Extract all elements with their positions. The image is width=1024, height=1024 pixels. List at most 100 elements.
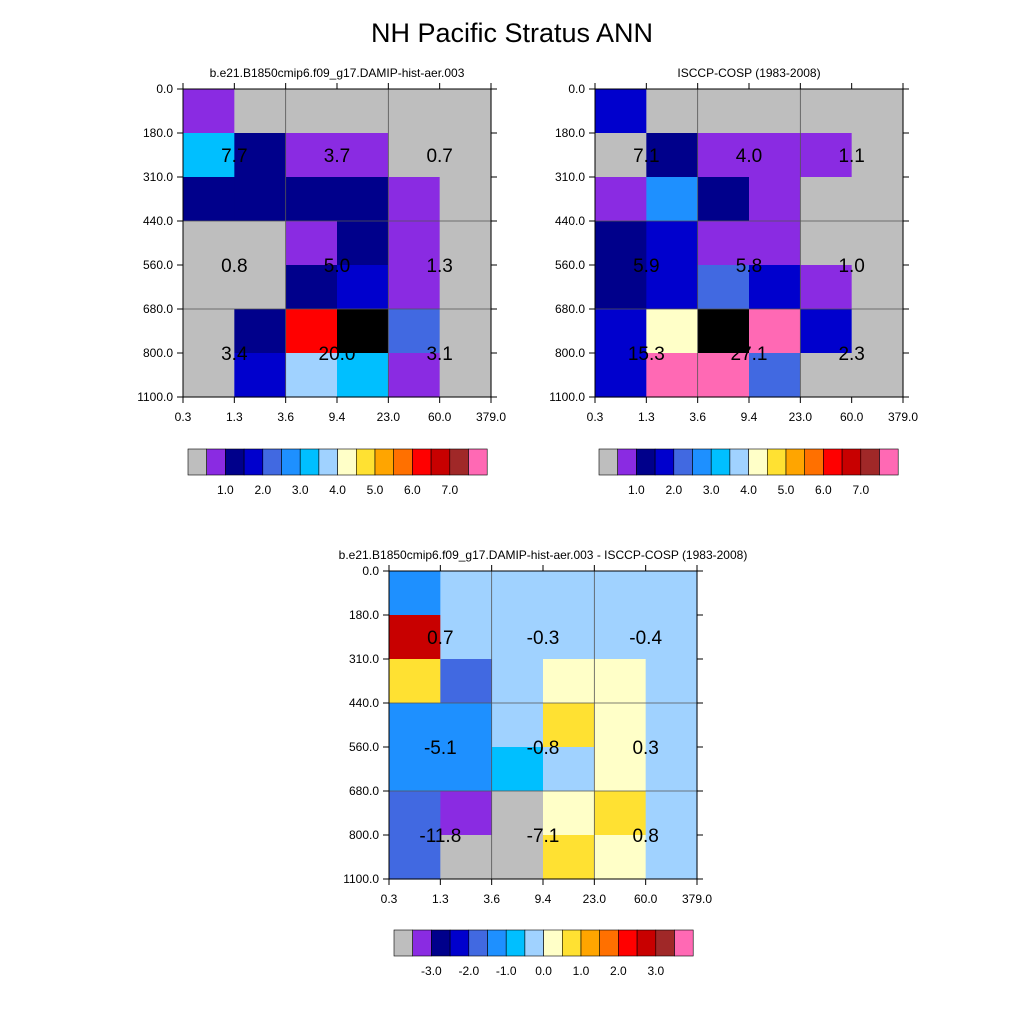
panel-2-cell [800,221,853,266]
panel-2-colorbar-label: 5.0 [778,483,795,497]
panel-1-cell [388,309,441,354]
panel-3-cell [645,703,698,748]
panel-1-cell [388,265,441,310]
panel-1-y-tick-label: 1100.0 [137,390,173,404]
panel-2-cell [646,133,699,178]
panel-2-cell [697,309,750,354]
panel-1-cell [234,177,287,222]
panel-3-cell [594,791,647,836]
panel-1-cell [337,133,389,178]
panel-3-cell-label: -0.3 [527,628,560,649]
panel-2-cell [800,309,853,354]
panel-2-cell [595,353,647,398]
panel-1-x-tick-label: 23.0 [377,410,401,424]
panel-3-cell [645,615,698,660]
panel-2-cell [749,221,801,266]
panel-1-colorbar-swatch [225,448,245,476]
panel-3-title: b.e21.B1850cmip6.f09_g17.DAMIP-hist-aer.… [339,548,748,562]
panel-2-x-tick-label: 1.3 [638,410,655,424]
panel-1-colorbar-swatch [187,448,208,476]
panel-1-colorbar-swatch [412,448,432,476]
panel-3-cell [491,659,544,704]
panel-3-y-tick-label: 560.0 [349,740,379,754]
panel-3-colorbar-swatch [505,929,526,957]
panel-2-colorbar-label: 2.0 [665,483,682,497]
panel-3-cell [389,571,441,616]
panel-1-cell [388,221,441,266]
panel-2-cell-label: 7.1 [633,146,659,167]
panel-3-y-tick-label: 310.0 [349,652,379,666]
panel-1-colorbar-swatch [262,448,282,476]
panel-3-cell [440,659,493,704]
panel-1-cell [337,221,389,266]
panel-2-colorbar-label: 7.0 [852,483,869,497]
panel-1-colorbar-label: 1.0 [217,483,234,497]
panel-1-cell [439,177,492,222]
panel-3-cell [594,615,647,660]
panel-1-cell [337,177,389,222]
panel-3-cell-label: 0.3 [632,738,658,759]
panel-1-cell [439,309,492,354]
panel-3-cell [389,747,441,792]
panel-1-y-tick-label: 560.0 [143,258,173,272]
panel-3-cell [389,615,441,660]
panel-1-cell [337,309,389,354]
panel-2-colorbar-swatch [823,448,843,476]
panel-1-cell [285,353,338,398]
panel-3-colorbar-swatch [431,929,451,957]
panel-3-colorbar-label: -3.0 [421,964,442,978]
panel-1-cell-label: 3.4 [221,344,248,365]
panel-1-cell [388,133,441,178]
panel-2-cell [800,177,853,222]
panel-3-cell [594,659,647,704]
panel-2-cell [749,353,801,398]
panel-1-cell [337,353,389,398]
panel-1-cell-label: 3.7 [324,146,350,167]
panel-3-y-tick-label: 1100.0 [343,872,379,886]
panel-2-cell-label: 15.3 [628,344,665,365]
panel-2-cell [646,177,699,222]
panel-2-colorbar-swatch [804,448,824,476]
panel-2-colorbar-label: 4.0 [740,483,757,497]
panel-2-colorbar-swatch [692,448,712,476]
panel-1-x-tick-label: 379.0 [476,410,506,424]
panel-1-cell [183,89,235,134]
panel-2-cell [800,133,853,178]
panel-2-x-tick-label: 23.0 [789,410,813,424]
panel-1-cell [439,133,492,178]
panel-2-y-tick-label: 560.0 [555,258,585,272]
panel-1-colorbar-swatch [299,448,320,476]
panel-2-colorbar-swatch [710,448,731,476]
panel-2-x-tick-label: 60.0 [840,410,864,424]
panel-2-x-tick-label: 0.3 [587,410,604,424]
panel-2-cell [749,89,801,134]
panel-3-x-tick-label: 9.4 [535,892,552,906]
panel-3-colorbar-swatch [655,929,675,957]
panel-1-x-tick-label: 0.3 [175,410,192,424]
panel-3-cell-label: -5.1 [424,738,457,759]
panel-3-cell [440,615,493,660]
panel-3-cell-label: -0.4 [629,628,662,649]
panel-1-colorbar-swatch [374,448,395,476]
panel-3-colorbar-swatch [487,929,507,957]
panel-1-cell [285,89,338,134]
panel-3-colorbar-swatch [636,929,657,957]
panel-2-cell [800,89,853,134]
panel-2-cell [646,265,699,310]
panel-3-cell [594,571,647,616]
panel-3-cell [440,835,493,880]
panel-2-colorbar-swatch [598,448,619,476]
panel-3-cell [543,659,595,704]
panel-1-y-tick-label: 310.0 [143,170,173,184]
panel-1-cell [234,89,287,134]
panel-1-cell-label: 0.8 [221,256,247,277]
panel-2-cell [595,309,647,354]
panel-1-cell [285,133,338,178]
panel-2-y-tick-label: 310.0 [555,170,585,184]
panel-1-colorbar-swatch [337,448,357,476]
panel-2-colorbar-label: 1.0 [628,483,645,497]
panel-2-y-tick-label: 1100.0 [549,390,585,404]
panel-1-colorbar-swatch [281,448,301,476]
panel-3-cell [594,703,647,748]
panel-2-cell [646,89,699,134]
